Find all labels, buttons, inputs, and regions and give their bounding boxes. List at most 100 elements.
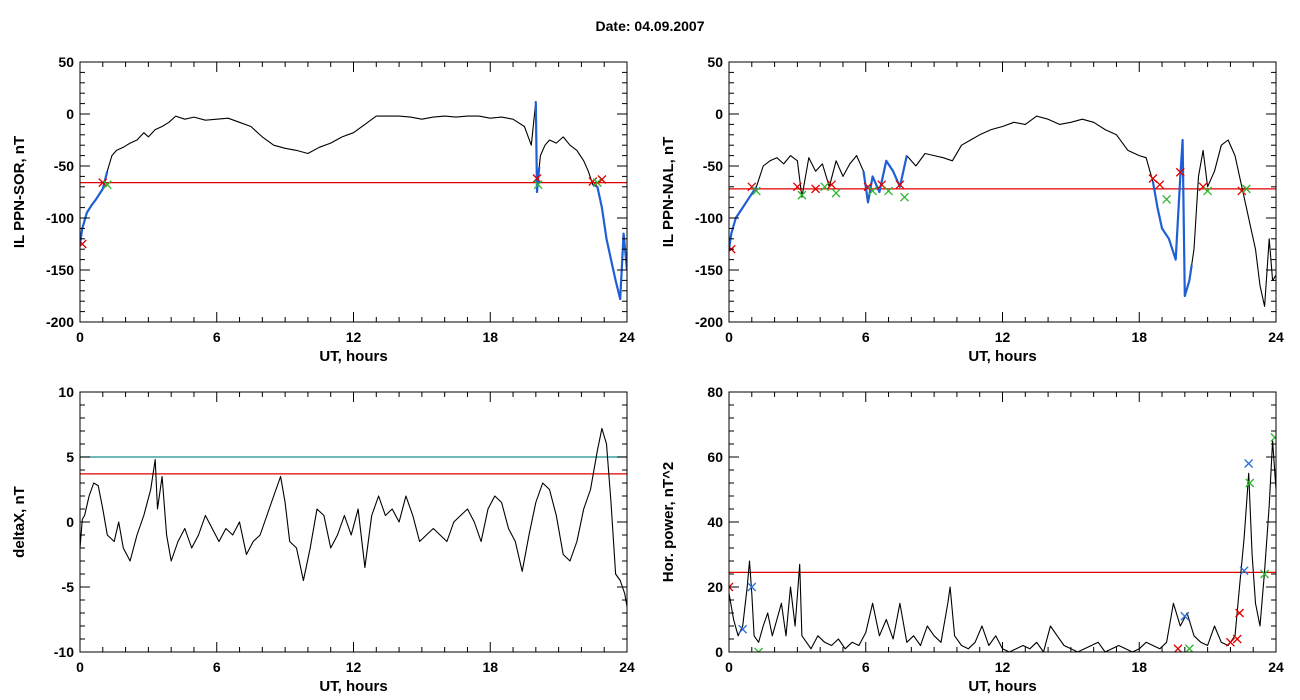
x-tick-label: 0 [725, 659, 733, 675]
y-axis-label: deltaX, nT [11, 486, 28, 558]
event-marker [1239, 566, 1249, 576]
y-tick-label: 10 [58, 384, 74, 400]
series-line [80, 100, 627, 300]
y-axis-label: IL PPN-SOR, nT [11, 136, 28, 248]
event-marker [98, 178, 108, 188]
y-tick-label: -50 [54, 158, 74, 174]
y-tick-label: -150 [695, 262, 723, 278]
x-tick-label: 0 [76, 659, 84, 675]
event-marker [729, 582, 734, 592]
x-tick-label: 18 [482, 659, 498, 675]
chart-panel-ppn-nal: 0 6 12 18 24 50 0 -50 -100 -150 -200 UT, hours IL PP… [660, 54, 1284, 365]
event-marker [1173, 644, 1183, 652]
x-axis-label: UT, hours [968, 678, 1036, 695]
page-title: Date: 04.09.2007 [595, 18, 705, 34]
x-tick-label: 6 [862, 329, 870, 345]
y-tick-label: 0 [66, 106, 74, 122]
x-tick-label: 6 [213, 329, 221, 345]
chart-panel-hor-power: 0 6 12 18 24 80 60 40 20 0 UT, hours Hor. power, nT… [660, 384, 1284, 695]
series-line [729, 115, 1276, 307]
highlight-segment [1151, 138, 1193, 298]
event-marker [792, 182, 802, 192]
event-marker [1245, 478, 1255, 488]
event-marker [1244, 459, 1254, 468]
y-tick-label: 40 [707, 514, 723, 530]
y-tick-label: -150 [46, 262, 74, 278]
y-tick-label: 80 [707, 384, 723, 400]
highlight-segment [592, 183, 627, 301]
y-tick-label: 0 [66, 514, 74, 530]
y-tick-label: -200 [46, 314, 74, 330]
x-tick-label: 6 [862, 659, 870, 675]
event-marker [1155, 180, 1165, 190]
event-marker [597, 175, 607, 184]
event-marker [102, 180, 112, 190]
x-tick-label: 24 [619, 659, 635, 675]
series-line [729, 440, 1276, 652]
y-tick-label: -10 [54, 644, 74, 660]
y-tick-label: -100 [46, 210, 74, 226]
series-line [80, 427, 627, 607]
event-marker [797, 190, 807, 200]
y-tick-label: 60 [707, 449, 723, 465]
highlight-segment [862, 155, 908, 204]
event-marker [1241, 184, 1251, 194]
y-tick-label: -50 [703, 158, 723, 174]
event-marker [868, 186, 878, 196]
y-axis-label: IL PPN-NAL, nT [660, 137, 677, 248]
event-marker [820, 182, 830, 192]
event-marker [884, 186, 894, 196]
chart-panel-ppn-sor: 0 6 12 18 24 50 0 -50 -100 -150 -200 UT, hours IL PP… [11, 54, 635, 365]
plot-frame [728, 61, 1277, 323]
x-tick-label: 24 [1268, 329, 1284, 345]
plot-area [729, 115, 1276, 307]
x-tick-label: 0 [76, 329, 84, 345]
y-tick-label: 0 [715, 644, 723, 660]
event-marker [831, 188, 841, 198]
x-tick-label: 0 [725, 329, 733, 345]
event-marker [1225, 637, 1235, 647]
highlight-segment [729, 186, 758, 250]
plot-area [729, 433, 1276, 652]
event-marker [751, 186, 761, 196]
x-axis-label: UT, hours [319, 348, 387, 365]
event-marker [1235, 608, 1244, 618]
event-marker [747, 582, 757, 592]
event-marker [1237, 186, 1247, 196]
event-marker [80, 239, 87, 249]
event-marker [895, 180, 905, 190]
x-tick-label: 18 [1131, 659, 1147, 675]
x-tick-label: 12 [995, 659, 1011, 675]
plot-area [80, 427, 627, 607]
y-axis-label: Hor. power, nT^2 [660, 462, 677, 582]
event-marker [592, 178, 602, 188]
y-tick-label: -100 [695, 210, 723, 226]
event-marker [1184, 644, 1194, 652]
event-marker [1232, 634, 1242, 644]
event-marker [1175, 167, 1185, 177]
y-tick-label: 20 [707, 579, 723, 595]
event-marker [1203, 186, 1213, 196]
x-tick-label: 18 [482, 329, 498, 345]
event-marker [811, 184, 821, 194]
y-tick-label: 0 [715, 106, 723, 122]
x-tick-label: 24 [619, 329, 635, 345]
plot-frame [79, 391, 628, 653]
y-tick-label: 5 [66, 449, 74, 465]
chart-panel-deltax: 0 6 12 18 24 10 5 0 -5 -10 UT, hours deltaX, nT [11, 384, 635, 695]
event-marker [738, 624, 748, 634]
event-marker [754, 647, 764, 652]
plot-frame [79, 61, 628, 323]
event-marker [827, 180, 837, 190]
y-tick-label: 50 [707, 54, 723, 70]
plot-frame [728, 391, 1277, 653]
event-marker [1270, 433, 1276, 442]
y-tick-label: 50 [58, 54, 74, 70]
x-tick-label: 24 [1268, 659, 1284, 675]
y-tick-label: -5 [62, 579, 75, 595]
x-tick-label: 6 [213, 659, 221, 675]
event-marker [1260, 569, 1270, 579]
x-tick-label: 12 [346, 329, 362, 345]
event-marker [900, 192, 909, 202]
event-marker [533, 180, 543, 190]
